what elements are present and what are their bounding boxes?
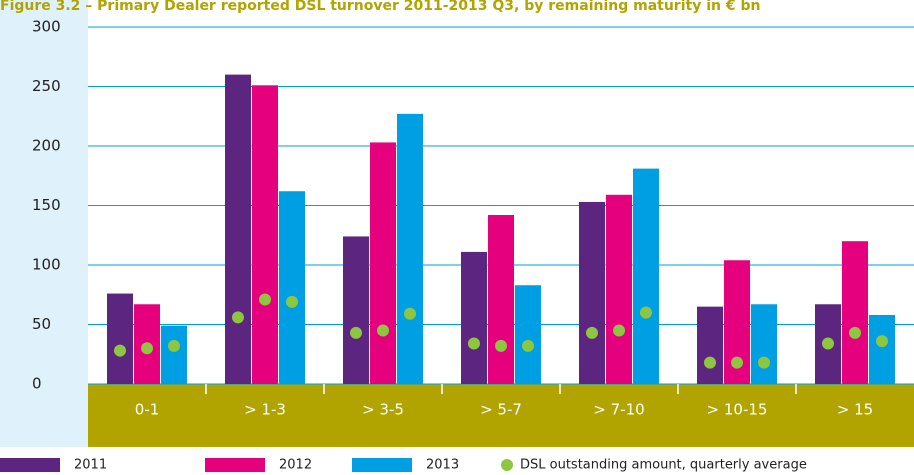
bar	[252, 85, 278, 384]
dot	[822, 337, 834, 350]
bar	[107, 293, 133, 384]
x-tick-label: 0-1	[135, 401, 160, 419]
dot	[286, 295, 298, 308]
x-tick-label: > 15	[837, 401, 873, 419]
y-tick-label: 200	[32, 137, 61, 155]
bar	[633, 168, 659, 384]
bar	[161, 325, 187, 384]
bar	[370, 142, 396, 384]
y-tick-label: 50	[32, 315, 51, 333]
bar	[579, 201, 605, 384]
legend-label: 2012	[279, 458, 312, 473]
bar	[343, 236, 369, 384]
x-tick-label: > 10-15	[707, 401, 768, 419]
legend-swatch	[352, 458, 412, 472]
legend-dot	[501, 459, 513, 471]
bar	[515, 285, 541, 384]
bar	[279, 191, 305, 384]
dot	[404, 307, 416, 320]
x-tick-label: > 5-7	[480, 401, 522, 419]
y-tick-label: 0	[32, 375, 42, 393]
dot	[232, 311, 244, 324]
bar	[225, 74, 251, 384]
dot	[168, 339, 180, 352]
bar	[606, 194, 632, 384]
y-tick-label: 150	[32, 196, 61, 214]
category-band	[88, 384, 914, 447]
legend-swatch	[205, 458, 265, 472]
dot	[350, 326, 362, 339]
x-tick-label: > 1-3	[244, 401, 286, 419]
dot	[613, 324, 625, 337]
legend-swatch	[0, 458, 60, 472]
dot	[731, 356, 743, 369]
legend-label: DSL outstanding amount, quarterly averag…	[520, 458, 807, 473]
legend-label: 2011	[74, 458, 107, 473]
y-tick-label: 300	[32, 18, 61, 36]
dot	[849, 326, 861, 339]
dot	[876, 335, 888, 348]
chart-title: Figure 3.2 – Primary Dealer reported DSL…	[0, 0, 760, 14]
bar	[461, 251, 487, 384]
dot	[259, 293, 271, 306]
x-tick-label: > 3-5	[362, 401, 404, 419]
bar	[869, 314, 895, 384]
dot	[704, 356, 716, 369]
bar	[842, 241, 868, 384]
bar	[697, 306, 723, 384]
dot	[377, 324, 389, 337]
dot	[640, 306, 652, 319]
dot	[586, 326, 598, 339]
legend-label: 2013	[426, 458, 459, 473]
bar	[751, 304, 777, 384]
dot	[522, 339, 534, 352]
y-tick-label: 250	[32, 77, 61, 95]
x-tick-label: > 7-10	[593, 401, 644, 419]
dot	[141, 342, 153, 355]
dot	[758, 356, 770, 369]
y-tick-label: 100	[32, 256, 61, 274]
bar	[488, 215, 514, 384]
bar	[397, 113, 423, 385]
dot	[468, 337, 480, 350]
axis-panel	[0, 0, 88, 447]
dot	[495, 339, 507, 352]
dot	[114, 344, 126, 357]
